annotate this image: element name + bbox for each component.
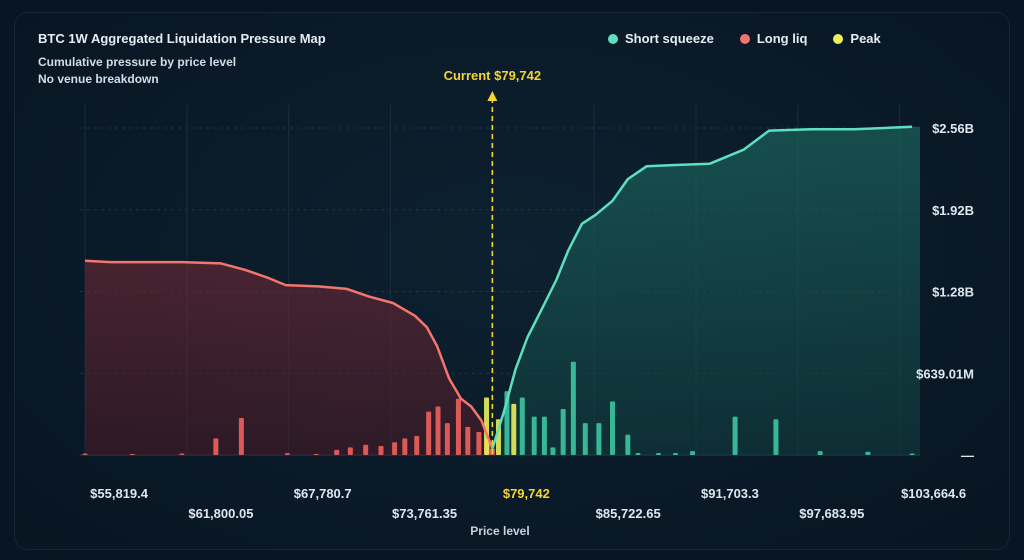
long-liq-bar [402,438,408,455]
x-tick-label: $67,780.7 [294,486,352,501]
short-squeeze-bar [690,451,696,455]
y-tick-label: $1.28B [932,285,974,300]
short-squeeze-bar [550,447,556,455]
long-liq-bar [392,442,398,455]
short-squeeze-bar [865,451,871,455]
long-liq-bar [284,453,290,455]
short-squeeze-bar [635,452,641,455]
long-liq-bar [435,406,441,455]
long-liq-area [85,260,493,455]
long-liq-bar [363,444,369,455]
short-squeeze-line [491,125,913,449]
legend-item-long-liq[interactable]: Long liq [739,31,808,46]
short-squeeze-bar [541,416,547,455]
long-liq-bar [129,453,135,455]
short-squeeze-bar [596,423,602,455]
short-squeeze-bar [909,453,915,455]
y-tick-label: $639.01M [916,366,974,381]
long-liq-bar [455,398,461,455]
long-liq-bar [238,417,244,455]
long-liq-line [85,259,494,450]
long-liq-bar [378,446,384,455]
long-liq-bar [476,432,482,455]
short-squeeze-bar [625,434,631,455]
short-squeeze-bar [560,409,566,455]
short-squeeze-bar [570,361,576,455]
short-squeeze-bar [817,451,823,455]
long-liq-bar [82,453,88,455]
x-tick-label: $73,761.35 [392,506,457,521]
long-liq-bar [313,453,319,455]
legend-label: Short squeeze [625,31,714,46]
legend-swatch-peak [833,33,844,44]
long-liq-bar [213,438,219,455]
x-tick-label: $97,683.95 [799,506,864,521]
long-liq-bar [444,423,450,455]
current-price-arrow [487,91,498,101]
x-axis-label: Price level [470,524,529,538]
short-squeeze-bar [519,397,525,455]
legend-swatch-short [608,33,618,44]
x-tick-label: $61,800.05 [188,506,253,521]
chart-subtitle-1: Cumulative pressure by price level [38,55,237,69]
short-squeeze-bar [655,452,661,455]
legend: Short squeeze Long liq Peak [608,31,881,46]
short-squeeze-bar [672,452,678,455]
short-squeeze-bar [610,401,616,455]
chart-subtitle-2: No venue breakdown [38,72,159,86]
short-squeeze-bar [582,423,588,455]
long-liq-bar [465,426,471,455]
chart-title: BTC 1W Aggregated Liquidation Pressure M… [38,31,326,46]
short-squeeze-area [492,126,920,455]
long-liq-bar [426,411,432,455]
y-tick-label: $1.92B [932,203,974,218]
x-tick-label: $103,664.6 [901,486,966,501]
peak-bar [484,397,490,455]
x-tick-label: $79,742 [503,486,550,501]
x-tick-label: $85,722.65 [596,506,661,521]
legend-item-short-squeeze[interactable]: Short squeeze [608,31,714,46]
long-liq-bar [347,447,353,455]
short-squeeze-bar [773,419,779,455]
long-liq-bar [334,449,340,455]
legend-swatch-long [739,33,750,44]
long-liq-bar [179,453,185,455]
peak-bar [511,403,517,455]
x-tick-label: $55,819.4 [90,486,149,501]
x-tick-label: $91,703.3 [701,486,759,501]
current-price-label: Current $79,742 [444,68,542,83]
legend-item-peak[interactable]: Peak [833,31,881,46]
y-tick-label: — [961,448,974,463]
legend-label: Peak [850,31,881,46]
short-squeeze-bar [732,416,738,455]
y-tick-label: $2.56B [932,121,974,136]
legend-label: Long liq [756,31,808,46]
short-squeeze-bar [531,416,537,455]
long-liq-bar [414,435,420,455]
